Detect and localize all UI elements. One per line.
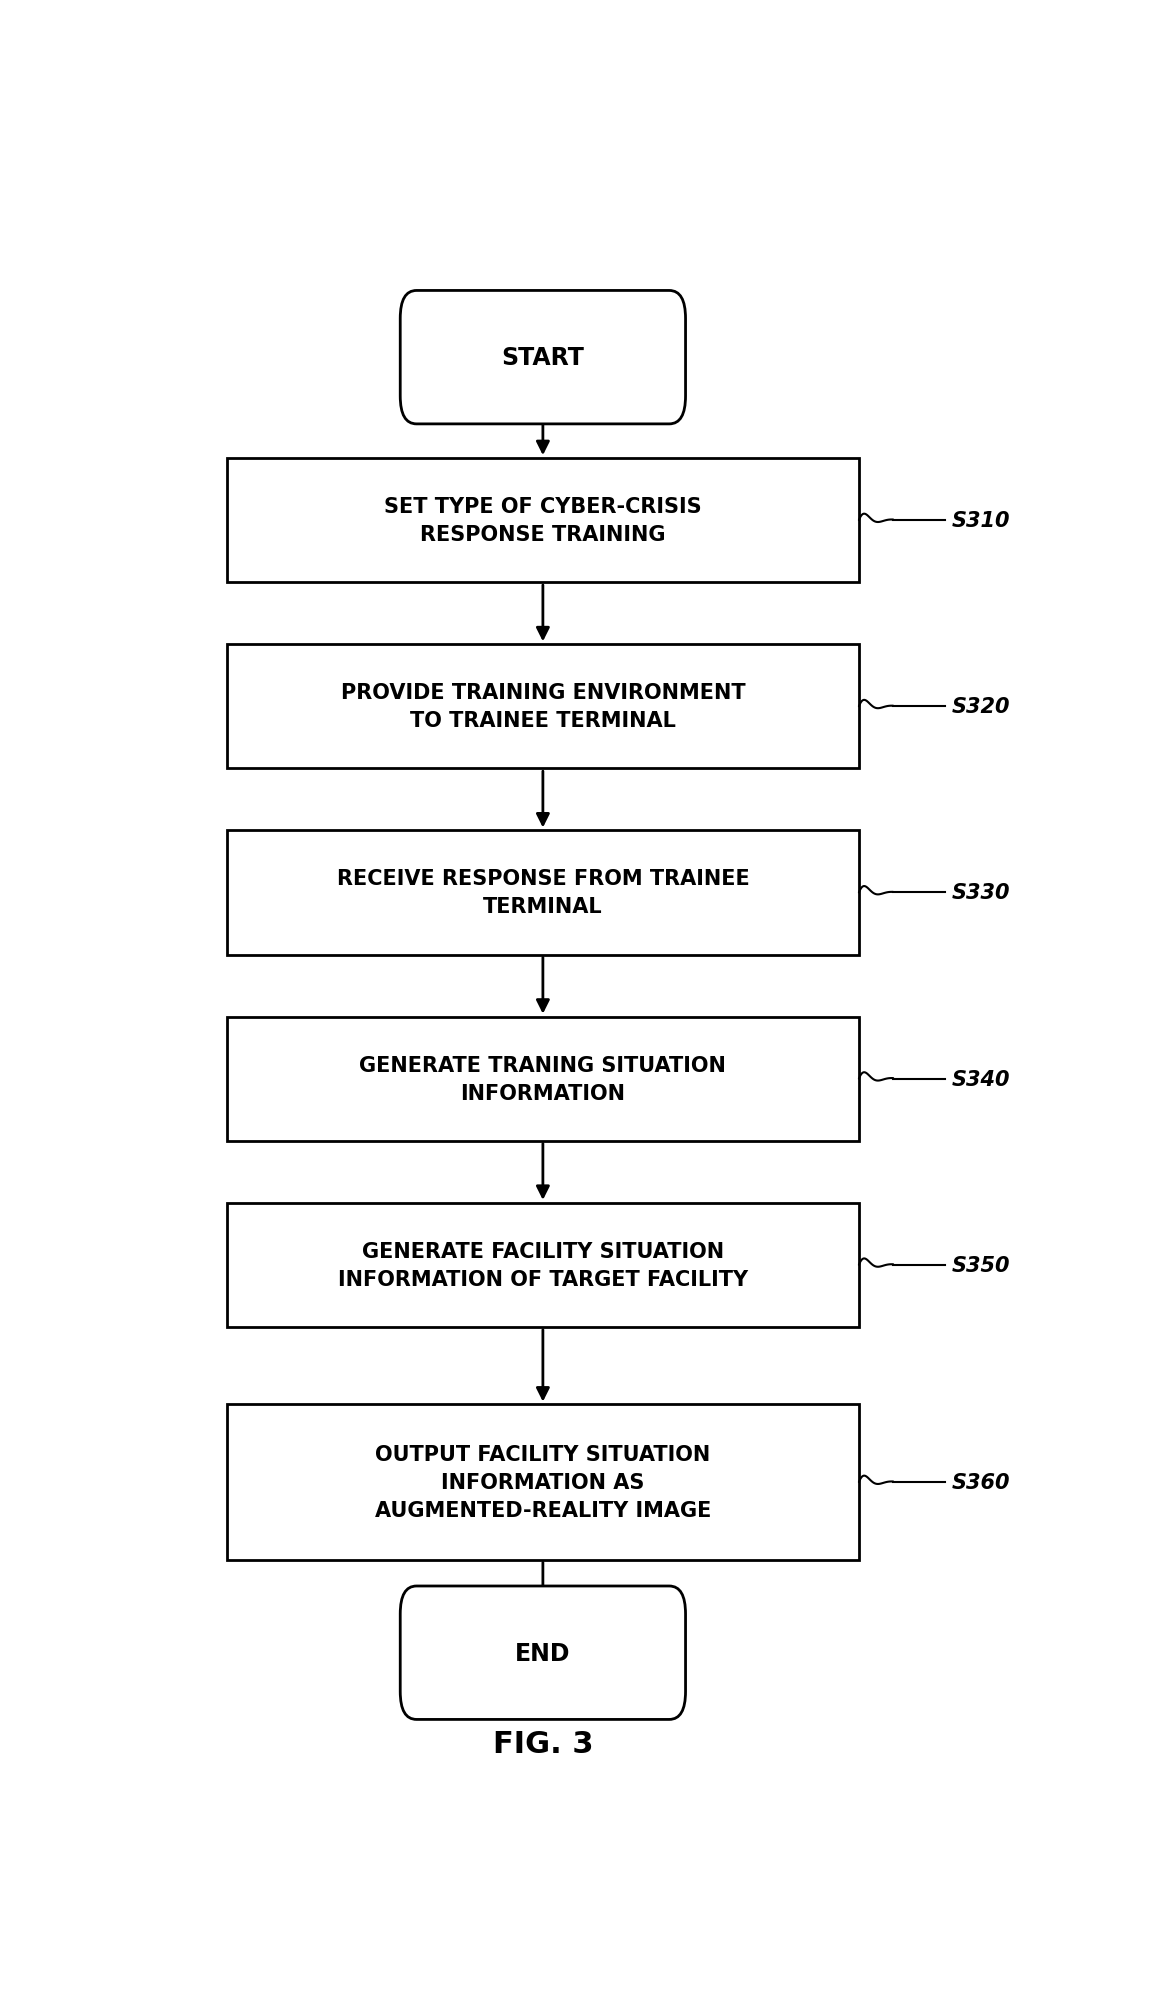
FancyBboxPatch shape	[227, 832, 859, 955]
FancyBboxPatch shape	[401, 292, 685, 425]
FancyBboxPatch shape	[227, 459, 859, 582]
Text: S340: S340	[952, 1069, 1010, 1090]
Text: S330: S330	[952, 882, 1010, 902]
Text: END: END	[515, 1641, 571, 1666]
Text: S320: S320	[952, 697, 1010, 717]
Text: S310: S310	[952, 512, 1010, 532]
Text: FIG. 3: FIG. 3	[493, 1730, 593, 1758]
Text: S350: S350	[952, 1255, 1010, 1275]
Text: SET TYPE OF CYBER-CRISIS
RESPONSE TRAINING: SET TYPE OF CYBER-CRISIS RESPONSE TRAINI…	[384, 497, 701, 546]
Text: OUTPUT FACILITY SITUATION
INFORMATION AS
AUGMENTED-REALITY IMAGE: OUTPUT FACILITY SITUATION INFORMATION AS…	[375, 1444, 711, 1521]
FancyBboxPatch shape	[227, 1406, 859, 1559]
FancyBboxPatch shape	[227, 1017, 859, 1142]
FancyBboxPatch shape	[227, 644, 859, 769]
Text: PROVIDE TRAINING ENVIRONMENT
TO TRAINEE TERMINAL: PROVIDE TRAINING ENVIRONMENT TO TRAINEE …	[340, 683, 746, 731]
Text: S360: S360	[952, 1472, 1010, 1492]
FancyBboxPatch shape	[401, 1587, 685, 1720]
Text: START: START	[501, 346, 585, 371]
Text: GENERATE FACILITY SITUATION
INFORMATION OF TARGET FACILITY: GENERATE FACILITY SITUATION INFORMATION …	[338, 1241, 748, 1289]
FancyBboxPatch shape	[227, 1202, 859, 1327]
Text: GENERATE TRANING SITUATION
INFORMATION: GENERATE TRANING SITUATION INFORMATION	[360, 1055, 726, 1104]
Text: RECEIVE RESPONSE FROM TRAINEE
TERMINAL: RECEIVE RESPONSE FROM TRAINEE TERMINAL	[337, 868, 749, 916]
